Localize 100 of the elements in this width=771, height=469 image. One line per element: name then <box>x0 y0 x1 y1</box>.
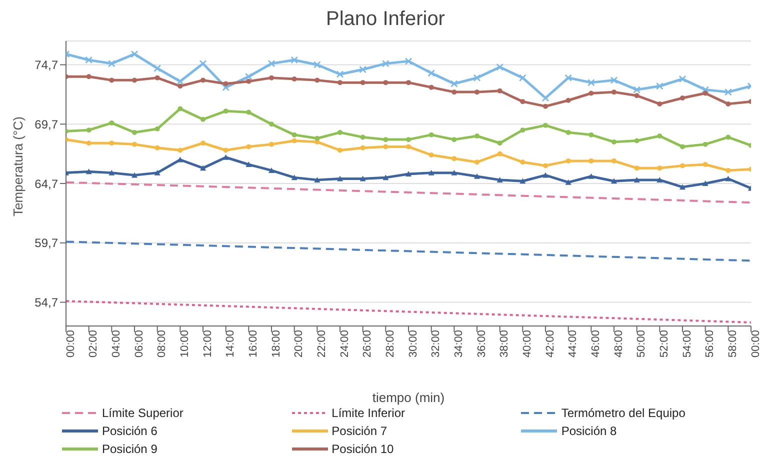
point <box>474 160 480 165</box>
point <box>200 60 206 68</box>
point <box>292 132 297 138</box>
point <box>657 166 662 171</box>
point <box>474 134 480 138</box>
legend-label: Posición 9 <box>102 442 158 456</box>
point <box>680 163 685 168</box>
point <box>338 148 342 153</box>
point <box>406 171 412 176</box>
line-series <box>66 50 751 102</box>
x-tick-label: 28:00 <box>384 330 396 358</box>
point <box>360 145 366 150</box>
point <box>428 132 434 138</box>
point <box>725 176 732 182</box>
point <box>474 90 480 95</box>
point <box>360 80 366 86</box>
point <box>588 132 594 138</box>
x-tick-label: 34:00 <box>452 330 465 358</box>
point <box>450 80 458 88</box>
y-tick-label: 74,7 <box>34 58 58 72</box>
x-tick-label: 36:00 <box>476 330 488 358</box>
point <box>428 70 435 77</box>
x-tick-label: 50:00 <box>636 330 648 358</box>
point <box>154 126 160 132</box>
x-tick-label: 16:00 <box>247 330 260 358</box>
point <box>178 84 183 89</box>
point <box>428 152 434 158</box>
point <box>452 137 457 142</box>
point <box>520 128 526 133</box>
point <box>543 122 548 128</box>
point <box>338 130 342 135</box>
line-series <box>66 74 751 109</box>
point <box>565 179 572 185</box>
point <box>246 144 252 150</box>
point <box>86 128 92 133</box>
point <box>292 138 297 144</box>
point <box>543 163 548 168</box>
point <box>566 130 571 135</box>
point <box>405 58 412 65</box>
y-tick-label: 54,7 <box>34 296 58 310</box>
x-tick-label: 48:00 <box>612 330 625 358</box>
point <box>200 140 206 146</box>
point <box>382 174 389 180</box>
point <box>656 82 664 90</box>
point <box>222 154 229 160</box>
point <box>132 78 137 83</box>
point <box>108 60 116 68</box>
point <box>588 79 595 86</box>
point <box>474 173 480 179</box>
point <box>452 156 457 162</box>
x-tick-label: 10:00 <box>178 330 191 358</box>
point <box>86 140 92 146</box>
point <box>520 99 526 104</box>
point <box>542 172 548 178</box>
point <box>292 76 297 82</box>
x-tick-label: 38:00 <box>498 330 511 358</box>
point <box>496 176 503 182</box>
point <box>634 93 640 98</box>
point <box>154 145 160 150</box>
x-tick-label: 12:00 <box>202 330 214 358</box>
point <box>383 137 388 142</box>
point <box>634 166 640 171</box>
point <box>178 148 183 153</box>
point <box>291 174 298 180</box>
x-tick-label: 30:00 <box>407 330 420 358</box>
point <box>360 176 366 182</box>
point <box>702 142 708 147</box>
x-tick-label: 26:00 <box>362 330 374 358</box>
point <box>702 162 708 167</box>
point <box>610 76 618 84</box>
point <box>612 90 616 95</box>
point <box>269 122 274 127</box>
point <box>154 170 160 176</box>
point <box>314 136 320 141</box>
x-tick-label: 04:00 <box>110 330 122 358</box>
x-tick-label: 00:00 <box>64 330 77 358</box>
point <box>702 180 708 186</box>
point <box>702 90 708 96</box>
point <box>724 88 732 96</box>
x-tick-label: 44:00 <box>567 330 580 358</box>
x-tick-label: 14:00 <box>224 330 237 358</box>
x-tick-label: 32:00 <box>430 330 442 358</box>
point <box>336 70 344 78</box>
point <box>656 176 663 182</box>
point <box>223 81 228 86</box>
point <box>726 168 731 173</box>
point <box>86 168 92 174</box>
legend-label: Posición 10 <box>332 442 394 456</box>
y-axis-title: Temperatura (°C) <box>10 116 26 216</box>
point <box>109 140 114 146</box>
point <box>246 110 252 115</box>
point <box>520 178 526 184</box>
point <box>382 60 390 68</box>
y-tick-label: 59,7 <box>34 236 58 250</box>
point <box>611 178 617 184</box>
legend-label: Posición 7 <box>332 424 388 438</box>
point <box>290 56 298 64</box>
point <box>245 73 252 80</box>
point <box>428 84 434 90</box>
point <box>383 80 388 86</box>
